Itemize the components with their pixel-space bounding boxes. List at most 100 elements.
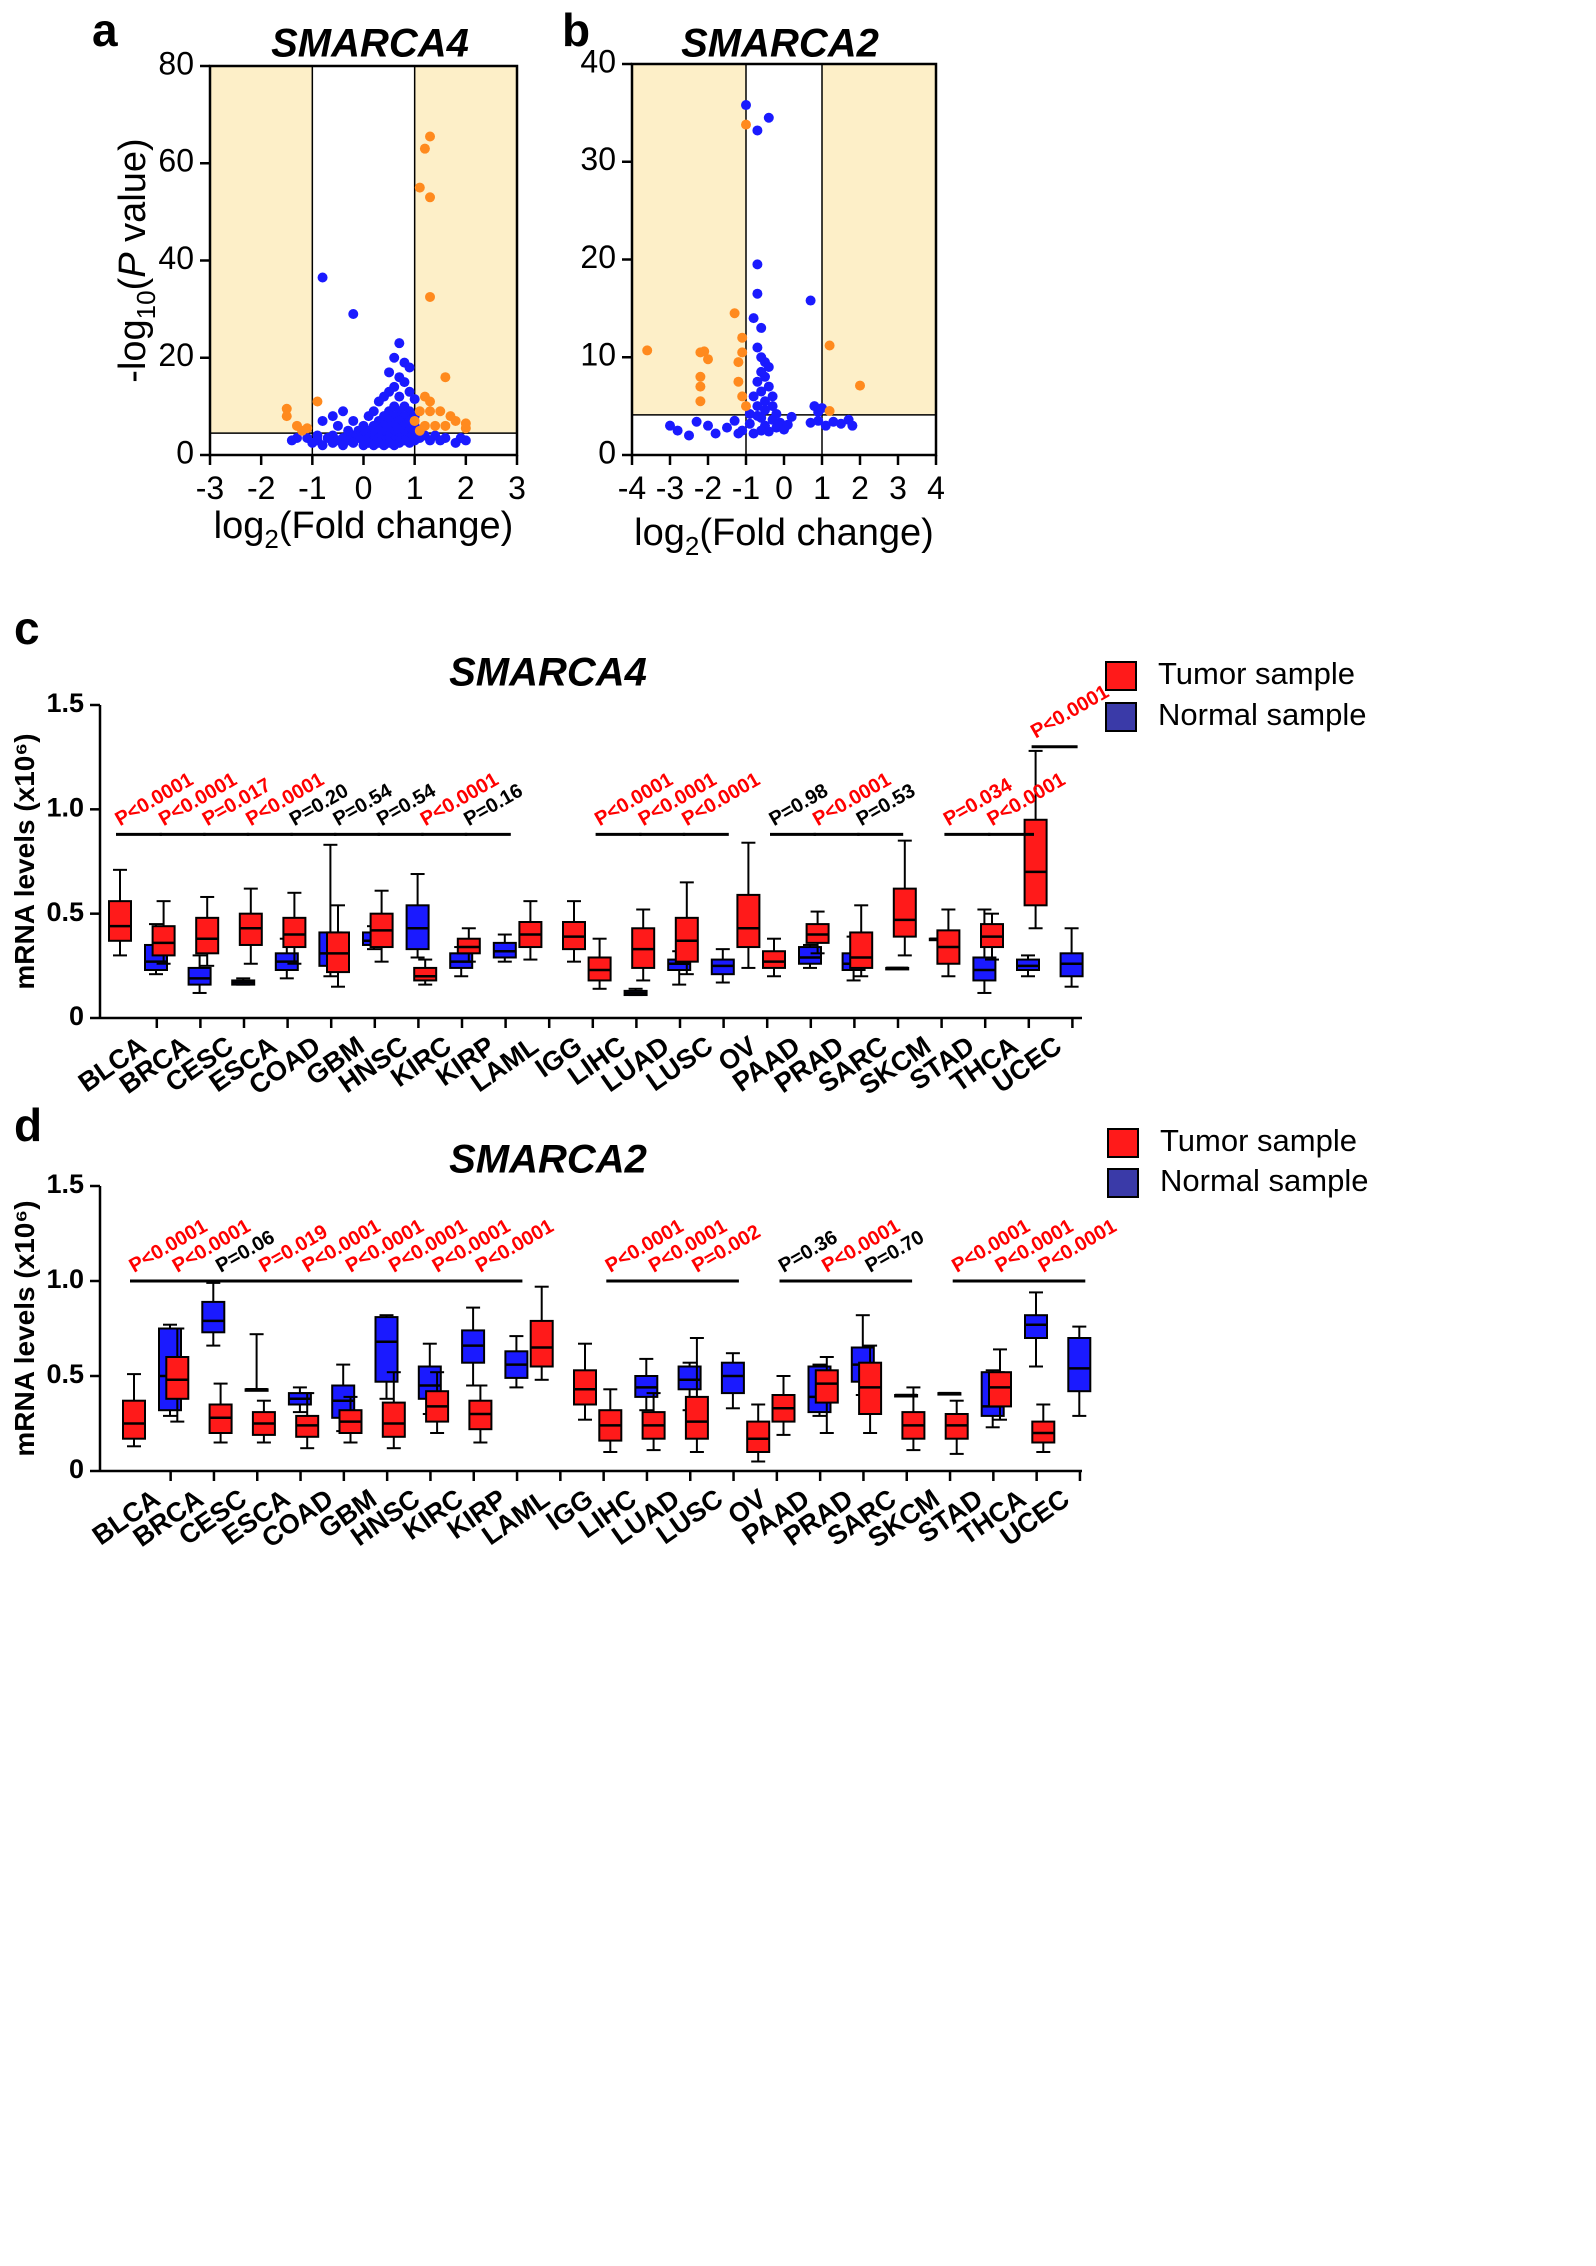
- point-orange-a: [440, 420, 451, 431]
- point-orange-a: [460, 423, 471, 434]
- tumor-box-c: [413, 966, 438, 982]
- normal-box-d: [1024, 1314, 1048, 1339]
- x-tick-label-a: 1: [406, 470, 424, 506]
- legend-swatch-normal-c: [1105, 702, 1137, 732]
- chart-title-a: SMARCA4: [271, 22, 469, 66]
- point-blue-b: [782, 419, 793, 430]
- point-orange-a: [425, 131, 436, 142]
- point-blue-a: [435, 435, 446, 446]
- point-blue-b: [744, 418, 755, 429]
- y-axis-label-c: mRNA levels (x10⁶): [9, 733, 40, 989]
- x-tick-label-a: -2: [247, 470, 275, 506]
- shade-left-b: [632, 64, 746, 415]
- point-blue-b: [752, 401, 763, 412]
- point-orange-b: [737, 391, 748, 402]
- point-orange-a: [425, 406, 436, 417]
- point-orange-b: [703, 354, 713, 365]
- point-blue-b: [741, 100, 751, 111]
- tumor-box-d: [381, 1401, 406, 1438]
- point-blue-b: [813, 415, 824, 426]
- point-blue-a: [317, 440, 328, 451]
- point-orange-a: [281, 403, 292, 414]
- y-tick-label-b: 10: [580, 337, 616, 373]
- normal-box-c: [798, 946, 822, 965]
- point-orange-a: [425, 396, 436, 407]
- point-blue-b: [684, 430, 694, 441]
- point-orange-a: [414, 406, 425, 417]
- point-blue-b: [752, 376, 763, 387]
- y-tick-label-a: 60: [158, 143, 194, 179]
- panel-label-c: c: [14, 602, 40, 654]
- normal-box-c: [187, 966, 212, 986]
- tumor-box-c: [849, 931, 874, 969]
- point-orange-b: [741, 119, 751, 130]
- point-blue-a: [389, 352, 400, 363]
- point-blue-a: [409, 394, 420, 405]
- point-blue-a: [425, 435, 436, 446]
- point-blue-b: [805, 295, 816, 306]
- y-tick-label-b: 0: [598, 434, 616, 470]
- pvalue-label-c: P<0.0001: [1027, 681, 1113, 743]
- y-tick-label-a: 0: [176, 434, 194, 470]
- tumor-box-d: [746, 1420, 771, 1453]
- point-blue-a: [373, 396, 384, 407]
- x-tick-label-b: -4: [618, 470, 646, 506]
- point-blue-a: [404, 437, 415, 448]
- point-orange-a: [414, 425, 425, 436]
- tumor-box-c: [151, 925, 176, 957]
- panel-label-a: a: [92, 4, 118, 56]
- y-tick-label-a: 40: [158, 240, 194, 276]
- point-blue-a: [399, 377, 410, 388]
- x-tick-label-a: 0: [355, 470, 373, 506]
- panel-label-d: d: [14, 1099, 42, 1151]
- tumor-box-c: [108, 900, 132, 942]
- point-blue-b: [752, 125, 763, 136]
- point-blue-a: [363, 411, 374, 422]
- point-blue-a: [332, 420, 343, 431]
- y-tick-label-b: 30: [580, 141, 616, 177]
- point-blue-a: [286, 435, 297, 446]
- x-tick-label-b: 1: [813, 470, 831, 506]
- point-blue-b: [752, 259, 763, 270]
- x-tick-label-b: 0: [775, 470, 793, 506]
- y-tick-label-c: 0.5: [46, 897, 84, 927]
- point-blue-b: [805, 417, 816, 428]
- point-blue-b: [767, 401, 778, 412]
- point-orange-a: [425, 192, 436, 203]
- normal-box-d: [201, 1300, 226, 1334]
- x-axis-label-b: log2(Fold change): [634, 512, 934, 561]
- y-tick-label-c: 1.5: [46, 688, 84, 718]
- point-orange-b: [855, 380, 865, 391]
- x-axis-label-a: log2(Fold change): [214, 505, 514, 554]
- point-blue-b: [760, 371, 770, 382]
- normal-box-d: [1067, 1337, 1092, 1393]
- point-blue-b: [756, 386, 767, 397]
- point-orange-a: [281, 411, 292, 422]
- point-orange-b: [642, 345, 653, 356]
- point-blue-b: [744, 408, 755, 419]
- x-tick-label-b: 3: [889, 470, 907, 506]
- point-orange-a: [425, 291, 436, 302]
- tumor-box-c: [282, 916, 307, 949]
- y-tick-label-c: 0: [69, 1001, 84, 1031]
- point-orange-b: [737, 332, 748, 343]
- chart-title-d: SMARCA2: [449, 1138, 647, 1182]
- shade-right-b: [822, 64, 936, 415]
- tumor-box-d: [573, 1369, 597, 1406]
- legend-label-tumor-c: Tumor sample: [1158, 656, 1355, 691]
- point-orange-b: [699, 346, 710, 357]
- point-blue-b: [748, 428, 759, 439]
- point-blue-a: [404, 362, 415, 373]
- tumor-box-d: [988, 1371, 1012, 1408]
- point-blue-b: [847, 420, 858, 431]
- point-orange-b: [729, 308, 740, 319]
- y-tick-label-d: 0: [69, 1454, 84, 1484]
- x-tick-label-a: 3: [508, 470, 526, 506]
- point-blue-b: [763, 381, 774, 392]
- x-tick-label-a: -3: [196, 470, 224, 506]
- tumor-box-d: [122, 1399, 146, 1440]
- tumor-box-c: [1023, 818, 1048, 907]
- y-tick-label-c: 1.0: [46, 792, 84, 822]
- normal-box-d: [720, 1361, 745, 1395]
